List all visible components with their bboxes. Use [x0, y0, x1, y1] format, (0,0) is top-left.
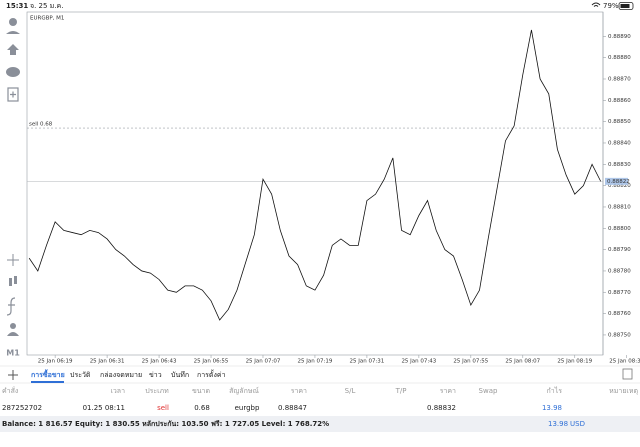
tab[interactable]: ข่าว [149, 371, 162, 379]
order-cell[interactable]: 01.25 08:11 [83, 404, 125, 412]
column-header: สัญลักษณ์ [229, 387, 259, 395]
y-tick-label: 0.88870 [608, 76, 631, 82]
status-time: 15:31 [6, 2, 28, 10]
y-tick-label: 0.88810 [608, 204, 631, 210]
column-header: Swap [479, 387, 498, 395]
order-label: sell 0.68 [29, 122, 53, 128]
order-cell[interactable]: 13.98 [542, 404, 562, 412]
tab[interactable]: ประวัติ [70, 371, 91, 379]
x-tick-label: 25 Jan 06:43 [142, 359, 177, 365]
tab-underline [31, 381, 64, 383]
column-header: S/L [345, 387, 356, 395]
wifi-icon [591, 2, 601, 7]
x-tick-label: 25 Jan 07:31 [349, 359, 384, 365]
x-tick-label: 25 Jan 07:43 [401, 359, 436, 365]
tab[interactable]: บันทึก [171, 370, 189, 379]
add-button[interactable] [8, 370, 18, 380]
status-date: จ. 25 ม.ค. [30, 2, 63, 10]
column-header: T/P [395, 387, 407, 395]
candles-icon-2 [14, 276, 17, 284]
new-order-icon[interactable] [7, 87, 19, 102]
status-battery: 79% [603, 2, 619, 10]
price-tag-label: 0.88822 [607, 179, 630, 185]
column-header: หมายเหตุ [609, 387, 638, 395]
order-cell[interactable]: 287252702 [2, 404, 42, 412]
x-tick-label: 25 Jan 07:55 [453, 359, 488, 365]
x-tick-label: 25 Jan 07:07 [246, 359, 281, 365]
x-tick-label: 25 Jan 07:19 [298, 359, 333, 365]
crosshair-icon[interactable] [7, 254, 19, 266]
timeframe-button[interactable]: M1 [6, 349, 20, 358]
y-tick-label: 0.88780 [608, 268, 631, 274]
new-order-plus [10, 91, 16, 98]
account-summary: Balance: 1 816.57 Equity: 1 830.55 หลักป… [2, 420, 329, 428]
account-icon-body [6, 31, 20, 34]
footer-bg [0, 416, 640, 432]
y-tick-label: 0.88850 [608, 119, 631, 125]
column-header: ราคา [440, 387, 456, 395]
y-tick-label: 0.88800 [608, 226, 631, 232]
order-cell[interactable]: sell [157, 404, 169, 412]
x-tick-label: 25 Jan 06:31 [90, 359, 125, 365]
column-header: เวลา [110, 387, 125, 395]
objects-icon-body [7, 332, 19, 336]
x-tick-label: 25 Jan 08:07 [505, 359, 540, 365]
y-tick-label: 0.88750 [608, 332, 631, 338]
tab[interactable]: กล่องจดหมาย [100, 371, 142, 379]
x-tick-label: 25 Jan 06:19 [38, 359, 73, 365]
account-icon[interactable] [9, 18, 17, 26]
price-line-series [28, 29, 602, 321]
column-header: ประเภท [145, 387, 169, 395]
battery-level [620, 4, 630, 8]
tab[interactable]: การตั้งค่า [197, 368, 226, 379]
objects-icon[interactable] [10, 323, 16, 329]
column-header: กำไร [547, 386, 563, 395]
y-tick-label: 0.88790 [608, 247, 631, 253]
price-tag [605, 177, 628, 185]
candles-icon[interactable] [9, 278, 12, 286]
x-tick-label: 25 Jan 08:19 [557, 359, 592, 365]
battery-icon [618, 2, 634, 10]
order-price-cell[interactable]: 0.88847 [278, 404, 307, 412]
chat-icon[interactable] [6, 67, 20, 77]
order-cell[interactable]: 0.68 [194, 404, 210, 412]
y-tick-label: 0.88880 [608, 55, 631, 61]
y-tick-label: 0.88820 [608, 183, 631, 189]
column-header: ขนาด [192, 387, 210, 395]
y-tick-label: 0.88830 [608, 162, 631, 168]
column-header: คำสั่ง [2, 386, 18, 395]
x-tick-label: 25 Jan 08:31 [609, 359, 640, 365]
trade-icon[interactable] [7, 44, 19, 55]
y-tick-label: 0.88890 [608, 34, 631, 40]
y-tick-label: 0.88860 [608, 98, 631, 104]
x-tick-label: 25 Jan 06:55 [194, 359, 229, 365]
column-header: ราคา [291, 387, 307, 395]
y-tick-label: 0.88770 [608, 290, 631, 296]
y-tick-label: 0.88840 [608, 140, 631, 146]
order-cell[interactable]: 0.88832 [427, 404, 456, 412]
y-tick-label: 0.88760 [608, 311, 631, 317]
tab[interactable]: การซื้อขาย [31, 368, 65, 379]
total-profit: 13.98 [548, 420, 568, 428]
order-cell[interactable]: eurgbp [235, 404, 260, 412]
layout-button[interactable] [622, 368, 633, 380]
chart-title: EURGBP, M1 [30, 16, 64, 22]
currency: USD [570, 420, 585, 428]
indicators-icon[interactable] [6, 297, 16, 316]
